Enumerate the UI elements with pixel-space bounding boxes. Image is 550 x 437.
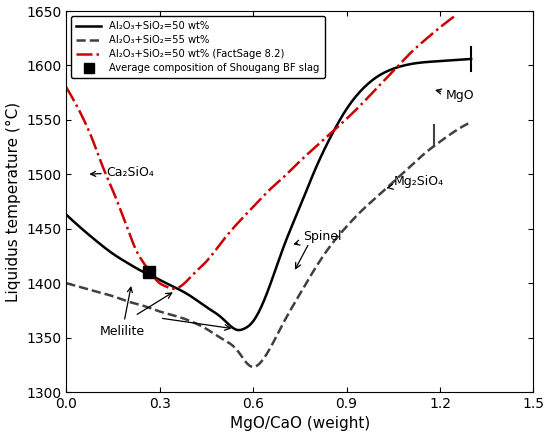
Al₂O₃+SiO₂=55 wt% bbox=[312, 265, 318, 271]
Al₂O₃+SiO₂=50 wt% (FactSage 8.2) bbox=[392, 66, 399, 71]
Al₂O₃+SiO₂=50 wt% bbox=[312, 166, 318, 171]
Al₂O₃+SiO₂=50 wt% (FactSage 8.2) bbox=[302, 153, 309, 158]
Text: Melilite: Melilite bbox=[100, 287, 145, 337]
Al₂O₃+SiO₂=50 wt% bbox=[235, 327, 241, 333]
Al₂O₃+SiO₂=50 wt% bbox=[64, 213, 71, 218]
Al₂O₃+SiO₂=55 wt% bbox=[64, 281, 71, 286]
Al₂O₃+SiO₂=50 wt% bbox=[305, 183, 312, 188]
Al₂O₃+SiO₂=50 wt% (FactSage 8.2) bbox=[296, 159, 303, 164]
Al₂O₃+SiO₂=55 wt% bbox=[405, 165, 412, 170]
Al₂O₃+SiO₂=50 wt% (FactSage 8.2) bbox=[417, 42, 424, 47]
Line: Al₂O₃+SiO₂=50 wt% (FactSage 8.2): Al₂O₃+SiO₂=50 wt% (FactSage 8.2) bbox=[66, 15, 455, 289]
Al₂O₃+SiO₂=55 wt% bbox=[431, 143, 438, 148]
Y-axis label: Liquidus temperature (°C): Liquidus temperature (°C) bbox=[6, 101, 20, 302]
Text: Mg₂SiO₄: Mg₂SiO₄ bbox=[388, 175, 443, 189]
Text: MgO: MgO bbox=[436, 89, 475, 102]
Al₂O₃+SiO₂=50 wt% bbox=[405, 62, 412, 67]
Al₂O₃+SiO₂=50 wt% bbox=[304, 186, 311, 191]
Legend: Al₂O₃+SiO₂=50 wt%, Al₂O₃+SiO₂=55 wt%, Al₂O₃+SiO₂=50 wt% (FactSage 8.2), Average : Al₂O₃+SiO₂=50 wt%, Al₂O₃+SiO₂=55 wt%, Al… bbox=[72, 16, 324, 78]
Al₂O₃+SiO₂=50 wt% (FactSage 8.2) bbox=[452, 13, 459, 18]
Al₂O₃+SiO₂=50 wt% (FactSage 8.2) bbox=[63, 85, 69, 90]
Al₂O₃+SiO₂=50 wt% (FactSage 8.2) bbox=[170, 286, 177, 291]
Al₂O₃+SiO₂=55 wt% bbox=[305, 277, 312, 282]
Al₂O₃+SiO₂=50 wt% bbox=[468, 56, 475, 62]
Line: Al₂O₃+SiO₂=50 wt%: Al₂O₃+SiO₂=50 wt% bbox=[66, 59, 471, 330]
Al₂O₃+SiO₂=50 wt% bbox=[431, 59, 438, 64]
Al₂O₃+SiO₂=55 wt% bbox=[250, 364, 256, 370]
Text: Ca₂SiO₄: Ca₂SiO₄ bbox=[91, 166, 155, 179]
Al₂O₃+SiO₂=55 wt% bbox=[63, 281, 69, 286]
Al₂O₃+SiO₂=50 wt% (FactSage 8.2) bbox=[64, 87, 71, 92]
Text: Spinel: Spinel bbox=[294, 230, 342, 245]
Al₂O₃+SiO₂=50 wt% (FactSage 8.2) bbox=[295, 160, 301, 166]
Line: Al₂O₃+SiO₂=55 wt%: Al₂O₃+SiO₂=55 wt% bbox=[66, 122, 471, 367]
X-axis label: MgO/CaO (weight): MgO/CaO (weight) bbox=[230, 416, 370, 431]
Al₂O₃+SiO₂=55 wt% bbox=[304, 279, 311, 284]
Al₂O₃+SiO₂=50 wt% bbox=[63, 212, 69, 217]
Al₂O₃+SiO₂=55 wt% bbox=[468, 119, 475, 125]
